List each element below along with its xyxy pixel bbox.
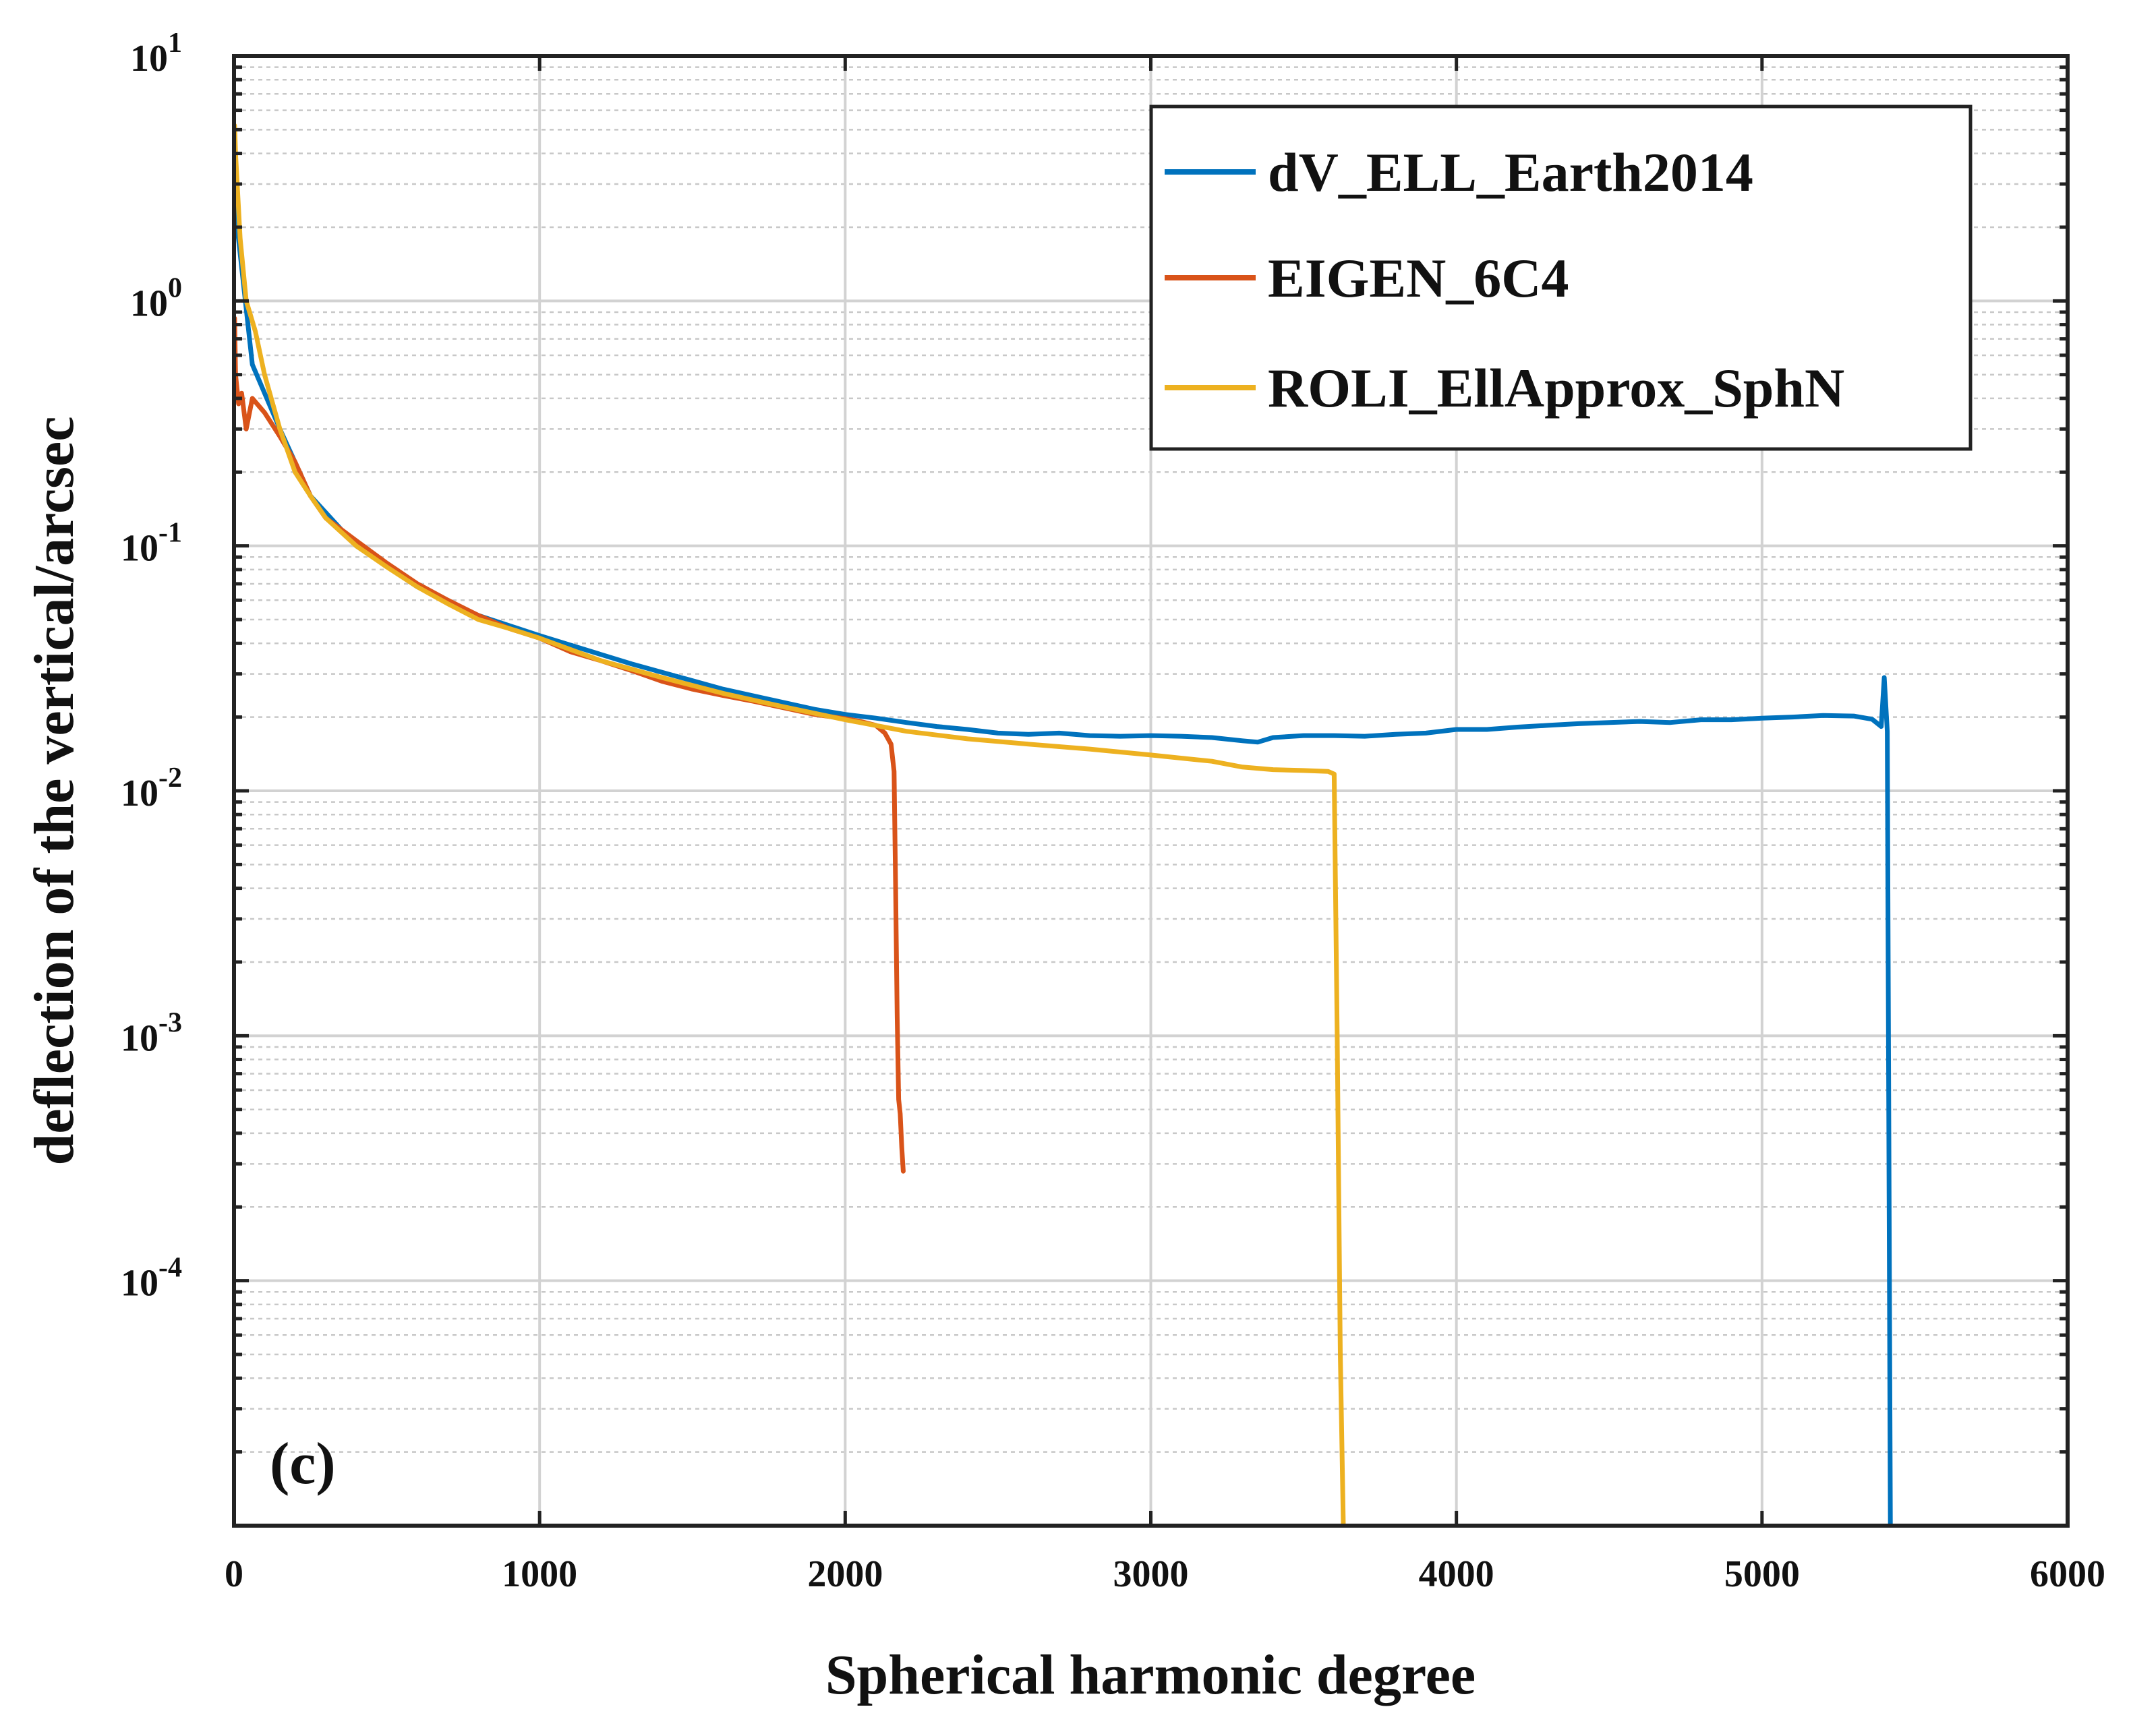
x-tick-label: 5000 <box>1724 1553 1800 1595</box>
legend-label-eigen-6c4: EIGEN_6C4 <box>1268 247 1569 309</box>
y-tick-label: 10-4 <box>121 1253 182 1305</box>
x-tick-label: 4000 <box>1419 1553 1494 1595</box>
x-tick-label: 1000 <box>502 1553 577 1595</box>
legend-box <box>1149 104 1973 451</box>
legend-label-roli-ellapprox-sphn: ROLI_EllApprox_SphN <box>1268 357 1844 419</box>
panel-label: (c) <box>270 1431 336 1497</box>
series-line-roli-ellapprox-sphn <box>234 123 1346 1526</box>
x-tick-label: 0 <box>225 1553 243 1595</box>
y-tick-labels: 101 100 10-1 10-2 10-3 10-4 <box>121 28 182 1305</box>
y-tick-label: 101 <box>130 28 182 80</box>
series-line-dv-ell-earth2014 <box>234 201 1893 1526</box>
y-tick-label: 10-1 <box>121 518 182 570</box>
y-tick-label: 10-3 <box>121 1007 182 1059</box>
x-tick-label: 3000 <box>1113 1553 1189 1595</box>
x-tick-label: 6000 <box>2030 1553 2105 1595</box>
y-axis-title: deflection of the vertical/arcsec <box>23 417 86 1166</box>
x-axis-title: Spherical harmonic degree <box>825 1644 1476 1706</box>
y-tick-label: 100 <box>130 272 182 324</box>
y-tick-label: 10-2 <box>121 762 182 814</box>
ticks-layer <box>232 54 2070 1526</box>
series-layer <box>234 123 1893 1526</box>
legend-label-dv-ell-earth2014: dV_ELL_Earth2014 <box>1268 142 1753 203</box>
x-tick-labels: 0 1000 2000 3000 4000 5000 6000 <box>225 1553 2105 1595</box>
x-tick-label: 2000 <box>807 1553 883 1595</box>
legend: dV_ELL_Earth2014 EIGEN_6C4 ROLI_EllAppro… <box>1149 104 1973 451</box>
